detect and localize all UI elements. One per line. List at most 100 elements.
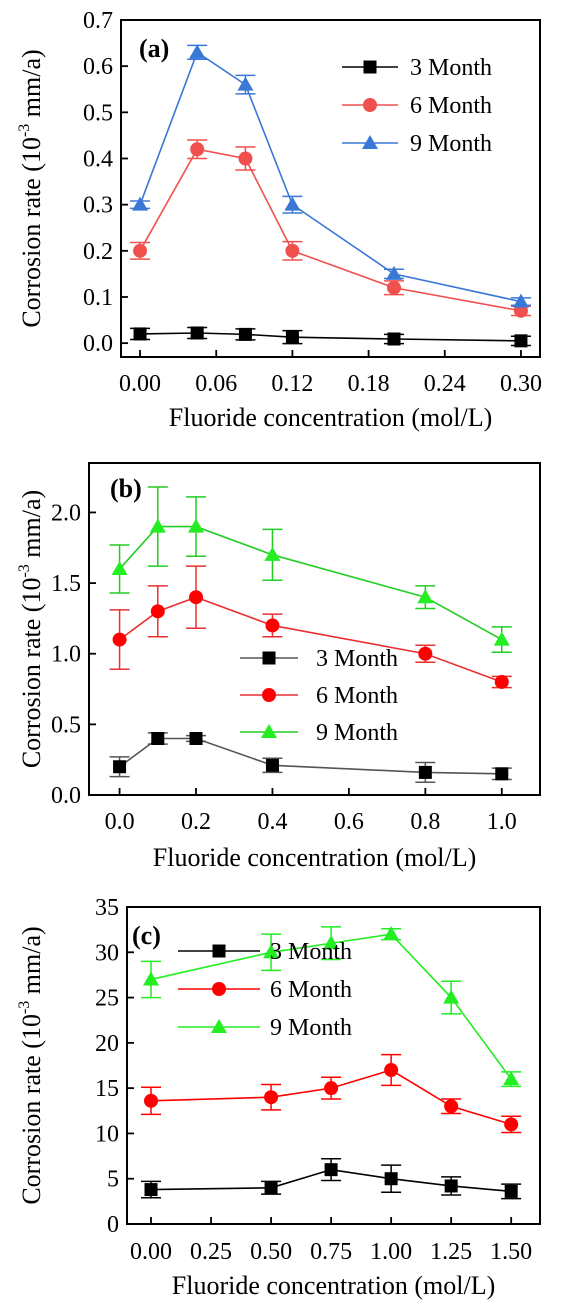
- y-tick-label: 25: [95, 986, 119, 1012]
- y-tick-label: 1.5: [51, 571, 81, 597]
- data-point: [237, 76, 254, 91]
- legend: 3 Month 6 Month 9 Month: [342, 55, 492, 157]
- series-3-month: [130, 326, 531, 348]
- data-point: [133, 243, 148, 258]
- x-tick-label: 0.6: [334, 809, 364, 835]
- y-axis-title-prefix: Corrosion rate (10: [17, 1014, 46, 1205]
- x-tick-label: 0.18: [348, 371, 390, 397]
- data-point: [149, 518, 166, 533]
- legend-label: 3 Month: [270, 939, 352, 965]
- data-point: [190, 142, 205, 157]
- x-tick-label: 0.00: [119, 371, 161, 397]
- chart-panel-2: 0.0 0.2 0.4 0.6 0.8 1.0 0.0 0.5 1.0 1.5 2.0 Fluorid…: [16, 462, 541, 872]
- series-6-month: [141, 1053, 522, 1134]
- legend-marker: [362, 135, 378, 149]
- series-line: [150, 1069, 512, 1126]
- y-axis-title-prefix: Corrosion rate (10: [17, 578, 46, 769]
- legend-label: 3 Month: [410, 55, 492, 81]
- data-point: [111, 560, 128, 575]
- x-tick-label: 0.06: [195, 371, 237, 397]
- x-tick-label: 0.12: [271, 371, 313, 397]
- y-tick-label: 0.6: [83, 54, 113, 80]
- panel-label: (a): [139, 34, 169, 63]
- y-tick-label: 0.7: [83, 8, 113, 34]
- series-line: [139, 51, 522, 303]
- series-line: [119, 596, 503, 683]
- y-axis-title: Corrosion rate (10-3 mm/a): [16, 49, 46, 327]
- x-tick-label: 0.2: [181, 809, 211, 835]
- data-point: [112, 632, 127, 647]
- y-tick-label: 0.5: [51, 712, 81, 738]
- y-axis-title-exponent: -3: [16, 1001, 33, 1014]
- legend-marker: [363, 60, 377, 74]
- data-point: [323, 935, 340, 950]
- y-tick-label: 35: [95, 895, 119, 921]
- series-line: [150, 933, 512, 1080]
- legend-label: 6 Month: [316, 683, 398, 709]
- legend-label: 3 Month: [316, 646, 398, 672]
- data-point: [385, 265, 402, 280]
- y-tick-label: 0.0: [51, 783, 81, 809]
- data-point: [384, 1063, 399, 1078]
- chart-panel-3: 0.00 0.25 0.50 0.75 1.00 1.25 1.50 0 5 10 15 20 25 30…: [16, 895, 541, 1300]
- panel-label: (b): [110, 474, 142, 503]
- data-point: [514, 334, 528, 348]
- data-point: [238, 151, 253, 166]
- data-point: [418, 646, 433, 661]
- data-point: [443, 989, 460, 1004]
- legend: 3 Month 6 Month 9 Month: [240, 646, 398, 746]
- data-point: [264, 1090, 279, 1105]
- data-point: [263, 944, 280, 959]
- data-point: [494, 674, 509, 689]
- x-tick-label: 1.50: [490, 1239, 532, 1265]
- x-axis-title: Fluoride concentration (mol/L): [169, 403, 492, 432]
- plot-frame: [126, 906, 541, 1225]
- legend-label: 9 Month: [410, 131, 492, 157]
- y-tick-label: 0.5: [83, 100, 113, 126]
- x-tick-label: 0.30: [500, 371, 542, 397]
- data-point: [384, 1172, 398, 1186]
- legend-marker: [212, 982, 226, 996]
- data-point: [504, 1184, 518, 1198]
- x-axis-title: Fluoride concentration (mol/L): [153, 843, 476, 872]
- data-point: [512, 293, 529, 308]
- y-tick-label: 15: [95, 1076, 119, 1102]
- chart-panel-1: 0.00 0.06 0.12 0.18 0.24 0.30 0.0 0.1 0.2 0.3 0.4 0…: [16, 8, 542, 432]
- data-point: [133, 327, 147, 341]
- x-tick-label: 0.00: [130, 1239, 172, 1265]
- plot-frame: [120, 19, 541, 358]
- data-point: [144, 1183, 158, 1197]
- y-axis-title-exponent: -3: [16, 124, 33, 137]
- legend-label: 9 Month: [270, 1015, 352, 1041]
- x-tick-label: 0.25: [190, 1239, 232, 1265]
- y-tick-label: 20: [95, 1031, 119, 1057]
- x-tick-label: 0.0: [105, 809, 135, 835]
- y-tick-label: 0.2: [83, 239, 113, 265]
- y-tick-label: 0.1: [83, 285, 113, 311]
- data-point: [264, 546, 281, 561]
- data-point: [189, 44, 206, 59]
- y-tick-label: 0.3: [83, 193, 113, 219]
- y-tick-label: 1.0: [51, 642, 81, 668]
- x-tick-label: 1.25: [430, 1239, 472, 1265]
- series-3-month: [141, 1158, 522, 1200]
- data-point: [285, 243, 300, 258]
- y-axis-title-prefix: Corrosion rate (10: [17, 137, 46, 328]
- y-tick-label: 0.4: [83, 146, 113, 172]
- data-point: [143, 971, 160, 986]
- data-point: [386, 280, 401, 295]
- data-point: [238, 327, 252, 341]
- data-point: [503, 1071, 520, 1086]
- data-point: [144, 1093, 159, 1108]
- data-point: [493, 631, 510, 646]
- y-axis-title-exponent: -3: [16, 564, 33, 577]
- data-point: [387, 332, 401, 346]
- x-tick-label: 0.4: [257, 809, 287, 835]
- x-tick-label: 1.00: [370, 1239, 412, 1265]
- data-point: [418, 765, 432, 779]
- data-point: [265, 758, 279, 772]
- x-tick-label: 0.75: [310, 1239, 352, 1265]
- series-9-month: [130, 44, 531, 308]
- data-point: [444, 1179, 458, 1193]
